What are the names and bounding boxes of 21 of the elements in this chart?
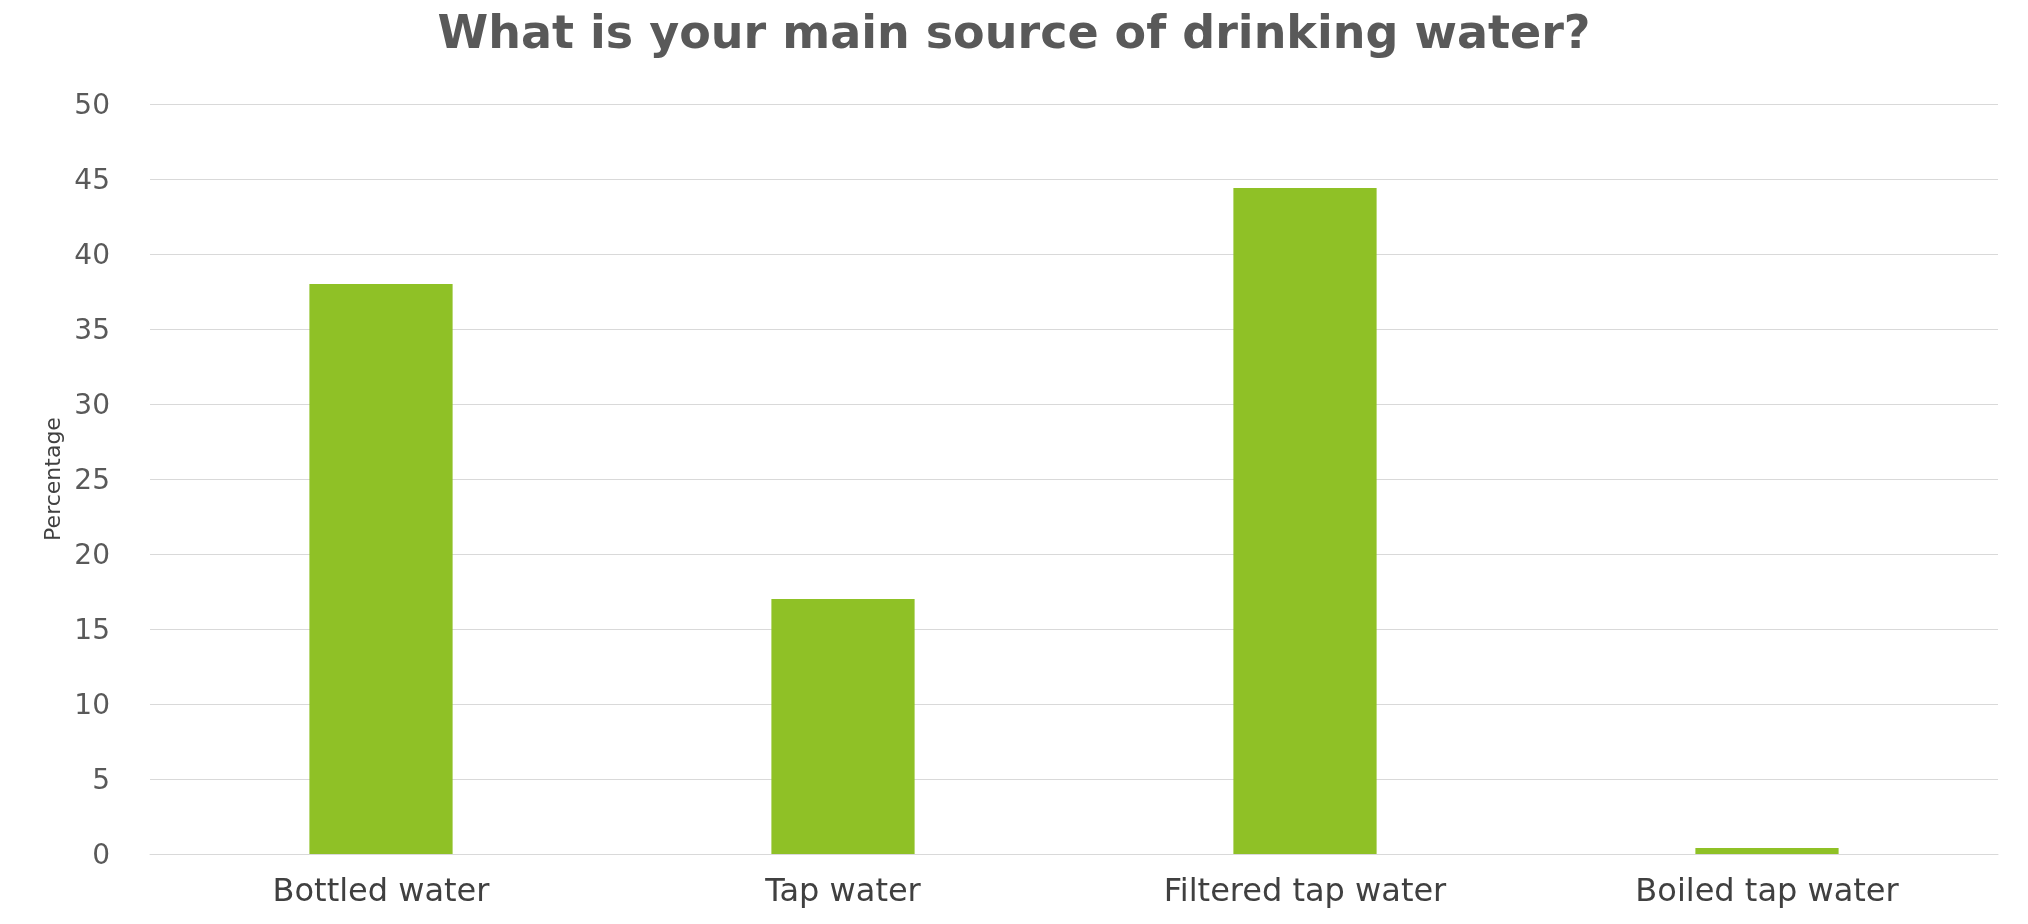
y-tick-label: 45 (74, 162, 110, 196)
x-tick-label: Boiled tap water (1635, 871, 1900, 909)
chart-title: What is your main source of drinking water? (437, 5, 1591, 59)
bar (771, 599, 915, 854)
bar (1695, 848, 1839, 854)
bar (309, 284, 453, 854)
y-tick-label: 40 (74, 237, 110, 271)
y-tick-label: 0 (92, 837, 110, 871)
bar (1233, 188, 1377, 854)
y-axis-title: Percentage (39, 417, 65, 541)
y-tick-label: 25 (74, 462, 110, 496)
y-tick-label: 35 (74, 312, 110, 346)
y-tick-label: 50 (74, 87, 110, 121)
y-tick-label: 15 (74, 612, 110, 646)
y-tick-label: 30 (74, 387, 110, 421)
x-tick-label: Bottled water (272, 871, 491, 909)
y-tick-label: 10 (74, 687, 110, 721)
y-tick-label: 20 (74, 537, 110, 571)
y-tick-label: 5 (92, 762, 110, 796)
x-tick-label: Filtered tap water (1163, 871, 1448, 909)
x-tick-label: Tap water (764, 871, 922, 909)
